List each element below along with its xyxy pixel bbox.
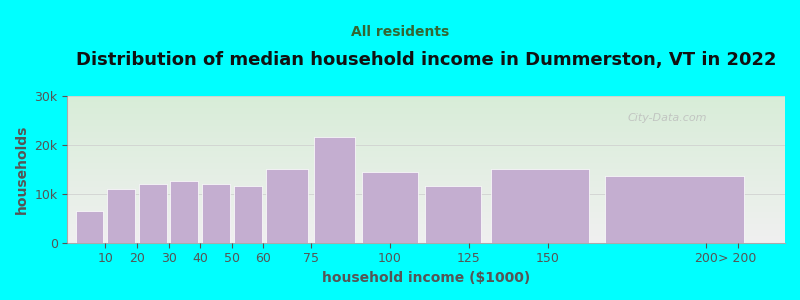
Bar — [170, 182, 198, 243]
Bar — [266, 169, 308, 243]
Bar — [491, 169, 589, 243]
Bar — [314, 137, 355, 243]
Bar — [605, 176, 744, 243]
Bar — [234, 186, 262, 243]
Bar — [107, 189, 135, 243]
Bar — [139, 184, 166, 243]
Text: City-Data.com: City-Data.com — [627, 112, 706, 123]
Text: All residents: All residents — [351, 25, 449, 39]
Y-axis label: households: households — [15, 124, 29, 214]
Bar — [202, 184, 230, 243]
Title: Distribution of median household income in Dummerston, VT in 2022: Distribution of median household income … — [76, 51, 777, 69]
Bar — [76, 211, 103, 243]
Bar — [362, 172, 418, 243]
X-axis label: household income ($1000): household income ($1000) — [322, 271, 530, 285]
Bar — [426, 186, 481, 243]
